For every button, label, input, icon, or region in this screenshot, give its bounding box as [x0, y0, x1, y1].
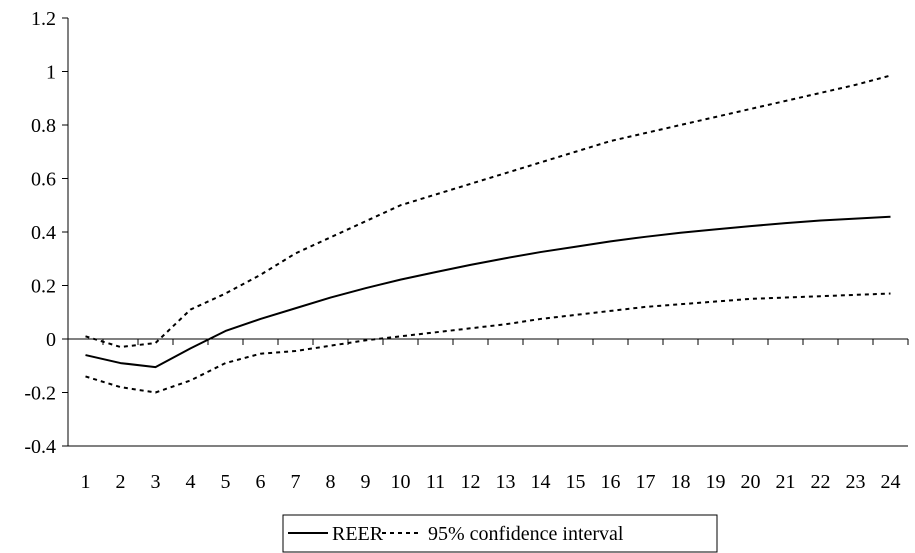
series-line-reer — [85, 215, 891, 369]
x-tick-label: 18 — [671, 471, 691, 493]
x-tick-label: 10 — [391, 471, 411, 493]
x-tick-label: 17 — [636, 471, 656, 493]
x-tick-label: 22 — [811, 471, 831, 493]
y-tick-label: 0.4 — [31, 222, 56, 244]
series-group — [85, 74, 891, 394]
y-tick-label: -0.4 — [24, 436, 56, 458]
x-tick-label: 16 — [601, 471, 621, 493]
x-tick-label: 7 — [291, 471, 301, 493]
x-tick-label: 9 — [361, 471, 371, 493]
series-line-ci-lower — [85, 292, 891, 394]
y-tick-label: 0.6 — [31, 169, 56, 191]
x-tick-label: 12 — [461, 471, 481, 493]
x-tick-label: 11 — [426, 471, 445, 493]
axes: -0.4-0.200.20.40.60.811.21 2 3 4 5 6 7 8 9 10 11 12… — [24, 8, 909, 493]
y-tick-label: 0.2 — [31, 276, 56, 298]
legend-box — [282, 514, 718, 553]
y-tick-label: 1.2 — [31, 8, 56, 30]
x-tick-label: 24 — [881, 471, 901, 493]
x-tick-label: 23 — [846, 471, 866, 493]
x-tick-label: 1 — [81, 471, 91, 493]
x-tick-label: 14 — [531, 471, 551, 493]
x-tick-label: 8 — [326, 471, 336, 493]
x-tick-label: 5 — [221, 471, 231, 493]
x-tick-label: 3 — [151, 471, 161, 493]
legend: REER 95% confidence interval — [282, 514, 718, 553]
legend-label-reer: REER — [332, 523, 384, 545]
x-tick-label: 19 — [706, 471, 726, 493]
y-tick-label: 0.8 — [31, 115, 56, 137]
legend-label-ci: 95% confidence interval — [428, 523, 624, 545]
y-tick-label: 0 — [46, 329, 56, 351]
x-tick-label: 15 — [566, 471, 586, 493]
series-line-ci-upper — [85, 74, 891, 349]
x-tick-label: 20 — [741, 471, 761, 493]
x-tick-label: 4 — [186, 471, 196, 493]
y-tick-label: -0.2 — [24, 383, 56, 405]
x-tick-label: 13 — [496, 471, 516, 493]
y-tick-label: 1 — [46, 62, 56, 84]
x-tick-label: 21 — [776, 471, 796, 493]
x-tick-label: 2 — [116, 471, 126, 493]
x-tick-label: 6 — [256, 471, 266, 493]
